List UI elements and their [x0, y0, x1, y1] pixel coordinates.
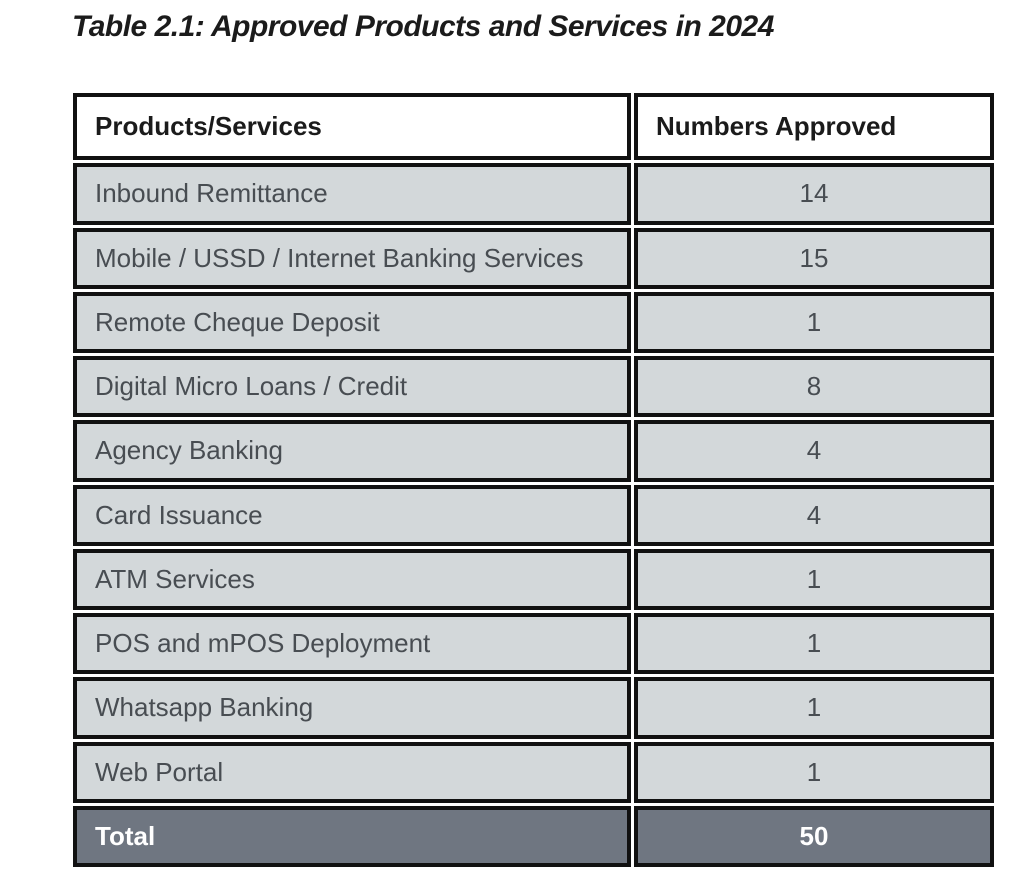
approved-count-cell: 1 [634, 548, 994, 611]
product-cell: ATM Services [73, 548, 631, 611]
table-row: Whatsapp Banking 1 [73, 677, 994, 739]
header-row: Products/Services Numbers Approved [73, 93, 994, 161]
product-cell: Mobile / USSD / Internet Banking Service… [73, 227, 631, 289]
table-header: Products/Services Numbers Approved [73, 93, 994, 161]
table-row: POS and mPOS Deployment 1 [73, 613, 994, 675]
table-title: Table 2.1: Approved Products and Service… [72, 10, 774, 43]
approved-count-cell: 15 [634, 227, 994, 289]
total-value: 50 [634, 805, 994, 868]
approved-count-cell: 14 [634, 163, 994, 225]
product-cell: POS and mPOS Deployment [73, 613, 631, 675]
table-row: ATM Services 1 [73, 548, 994, 611]
column-header-products-services: Products/Services [73, 93, 631, 161]
approved-count-cell: 4 [634, 420, 994, 482]
product-cell: Web Portal [73, 741, 631, 803]
table-row: Inbound Remittance 14 [73, 163, 994, 225]
approved-count-cell: 4 [634, 484, 994, 546]
product-cell: Agency Banking [73, 420, 631, 482]
approved-count-cell: 1 [634, 741, 994, 803]
total-row: Total 50 [73, 805, 994, 868]
total-label: Total [73, 805, 631, 868]
product-cell: Whatsapp Banking [73, 677, 631, 739]
table-row: Web Portal 1 [73, 741, 994, 803]
product-cell: Card Issuance [73, 484, 631, 546]
table-row: Agency Banking 4 [73, 420, 994, 482]
approved-count-cell: 8 [634, 356, 994, 418]
table-row: Mobile / USSD / Internet Banking Service… [73, 227, 994, 289]
table-body: Inbound Remittance 14 Mobile / USSD / Inte… [73, 163, 994, 803]
product-cell: Digital Micro Loans / Credit [73, 356, 631, 418]
approved-count-cell: 1 [634, 291, 994, 354]
table-footer: Total 50 [73, 805, 994, 868]
table-row: Digital Micro Loans / Credit 8 [73, 356, 994, 418]
product-cell: Remote Cheque Deposit [73, 291, 631, 354]
approved-products-table: Products/Services Numbers Approved Inbou… [70, 90, 997, 871]
table-row: Remote Cheque Deposit 1 [73, 291, 994, 354]
product-cell: Inbound Remittance [73, 163, 631, 225]
approved-count-cell: 1 [634, 613, 994, 675]
column-header-numbers-approved: Numbers Approved [634, 93, 994, 161]
table-row: Card Issuance 4 [73, 484, 994, 546]
approved-count-cell: 1 [634, 677, 994, 739]
